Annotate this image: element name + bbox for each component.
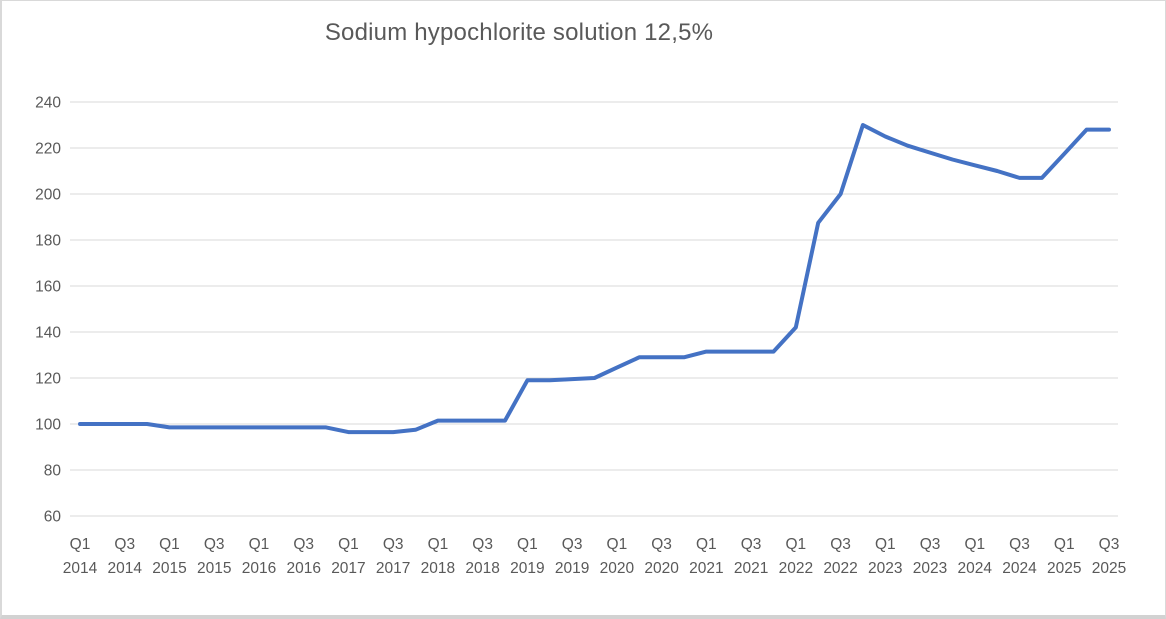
x-tick-label-quarter: Q1 [159, 536, 180, 553]
x-tick-label-quarter: Q1 [428, 536, 449, 553]
x-tick-label-year: 2017 [376, 560, 410, 577]
x-tick-label-quarter: Q3 [830, 536, 851, 553]
x-tick-label-quarter: Q3 [383, 536, 404, 553]
y-tick-label: 200 [35, 187, 61, 204]
x-tick-label-quarter: Q3 [1009, 536, 1030, 553]
x-tick-label-year: 2015 [197, 560, 231, 577]
x-tick-label-year: 2022 [823, 560, 857, 577]
x-tick-label-quarter: Q3 [1099, 536, 1120, 553]
x-tick-label-year: 2023 [868, 560, 902, 577]
x-tick-label-year: 2016 [242, 560, 276, 577]
x-tick-label-quarter: Q3 [562, 536, 583, 553]
x-tick-label-year: 2020 [600, 560, 635, 577]
x-tick-label-year: 2019 [555, 560, 589, 577]
data-line [78, 123, 1111, 435]
x-tick-label-year: 2025 [1092, 560, 1126, 577]
x-tick-label-quarter: Q1 [517, 536, 538, 553]
x-tick-label-quarter: Q3 [204, 536, 225, 553]
chart-title: Sodium hypochlorite solution 12,5% [324, 19, 714, 46]
x-tick-label-year: 2018 [421, 560, 455, 577]
x-tick-label-quarter: Q1 [70, 536, 91, 553]
y-tick-label: 60 [44, 509, 62, 526]
x-tick-label-year: 2015 [152, 560, 186, 577]
x-tick-label-year: 2021 [689, 560, 723, 577]
x-tick-label-quarter: Q1 [696, 536, 717, 553]
y-tick-label: 180 [35, 233, 61, 250]
x-tick-label-year: 2021 [734, 560, 768, 577]
x-tick-label-year: 2022 [779, 560, 813, 577]
x-tick-label-quarter: Q3 [651, 536, 672, 553]
x-tick-label-year: 2024 [958, 560, 993, 577]
x-tick-label-year: 2014 [63, 560, 98, 577]
x-tick-label-year: 2017 [331, 560, 365, 577]
x-tick-label-quarter: Q1 [1054, 536, 1075, 553]
x-tick-label-quarter: Q3 [472, 536, 493, 553]
y-tick-label: 120 [35, 371, 61, 388]
x-tick-label-quarter: Q1 [249, 536, 270, 553]
x-tick-label-quarter: Q1 [338, 536, 359, 553]
x-tick-label-year: 2019 [510, 560, 544, 577]
x-tick-label-quarter: Q1 [785, 536, 806, 553]
y-tick-label: 80 [44, 463, 62, 480]
x-tick-label-year: 2016 [286, 560, 320, 577]
x-tick-label-year: 2018 [465, 560, 499, 577]
x-tick-label-quarter: Q3 [114, 536, 135, 553]
y-tick-label: 100 [35, 417, 61, 434]
y-tick-label: 140 [35, 325, 61, 342]
x-tick-label-quarter: Q3 [293, 536, 314, 553]
x-tick-label-year: 2023 [913, 560, 947, 577]
x-tick-label-year: 2014 [107, 560, 142, 577]
x-tick-label-quarter: Q3 [920, 536, 941, 553]
x-tick-label-quarter: Q1 [875, 536, 896, 553]
x-tick-label-year: 2025 [1047, 560, 1081, 577]
x-tick-label-quarter: Q1 [607, 536, 628, 553]
x-tick-label-quarter: Q3 [741, 536, 762, 553]
x-tick-label-year: 2020 [644, 560, 679, 577]
y-tick-label: 240 [35, 95, 61, 112]
x-tick-label-quarter: Q1 [964, 536, 985, 553]
y-tick-label: 160 [35, 279, 61, 296]
x-tick-label-year: 2024 [1002, 560, 1037, 577]
y-tick-label: 220 [35, 141, 61, 158]
